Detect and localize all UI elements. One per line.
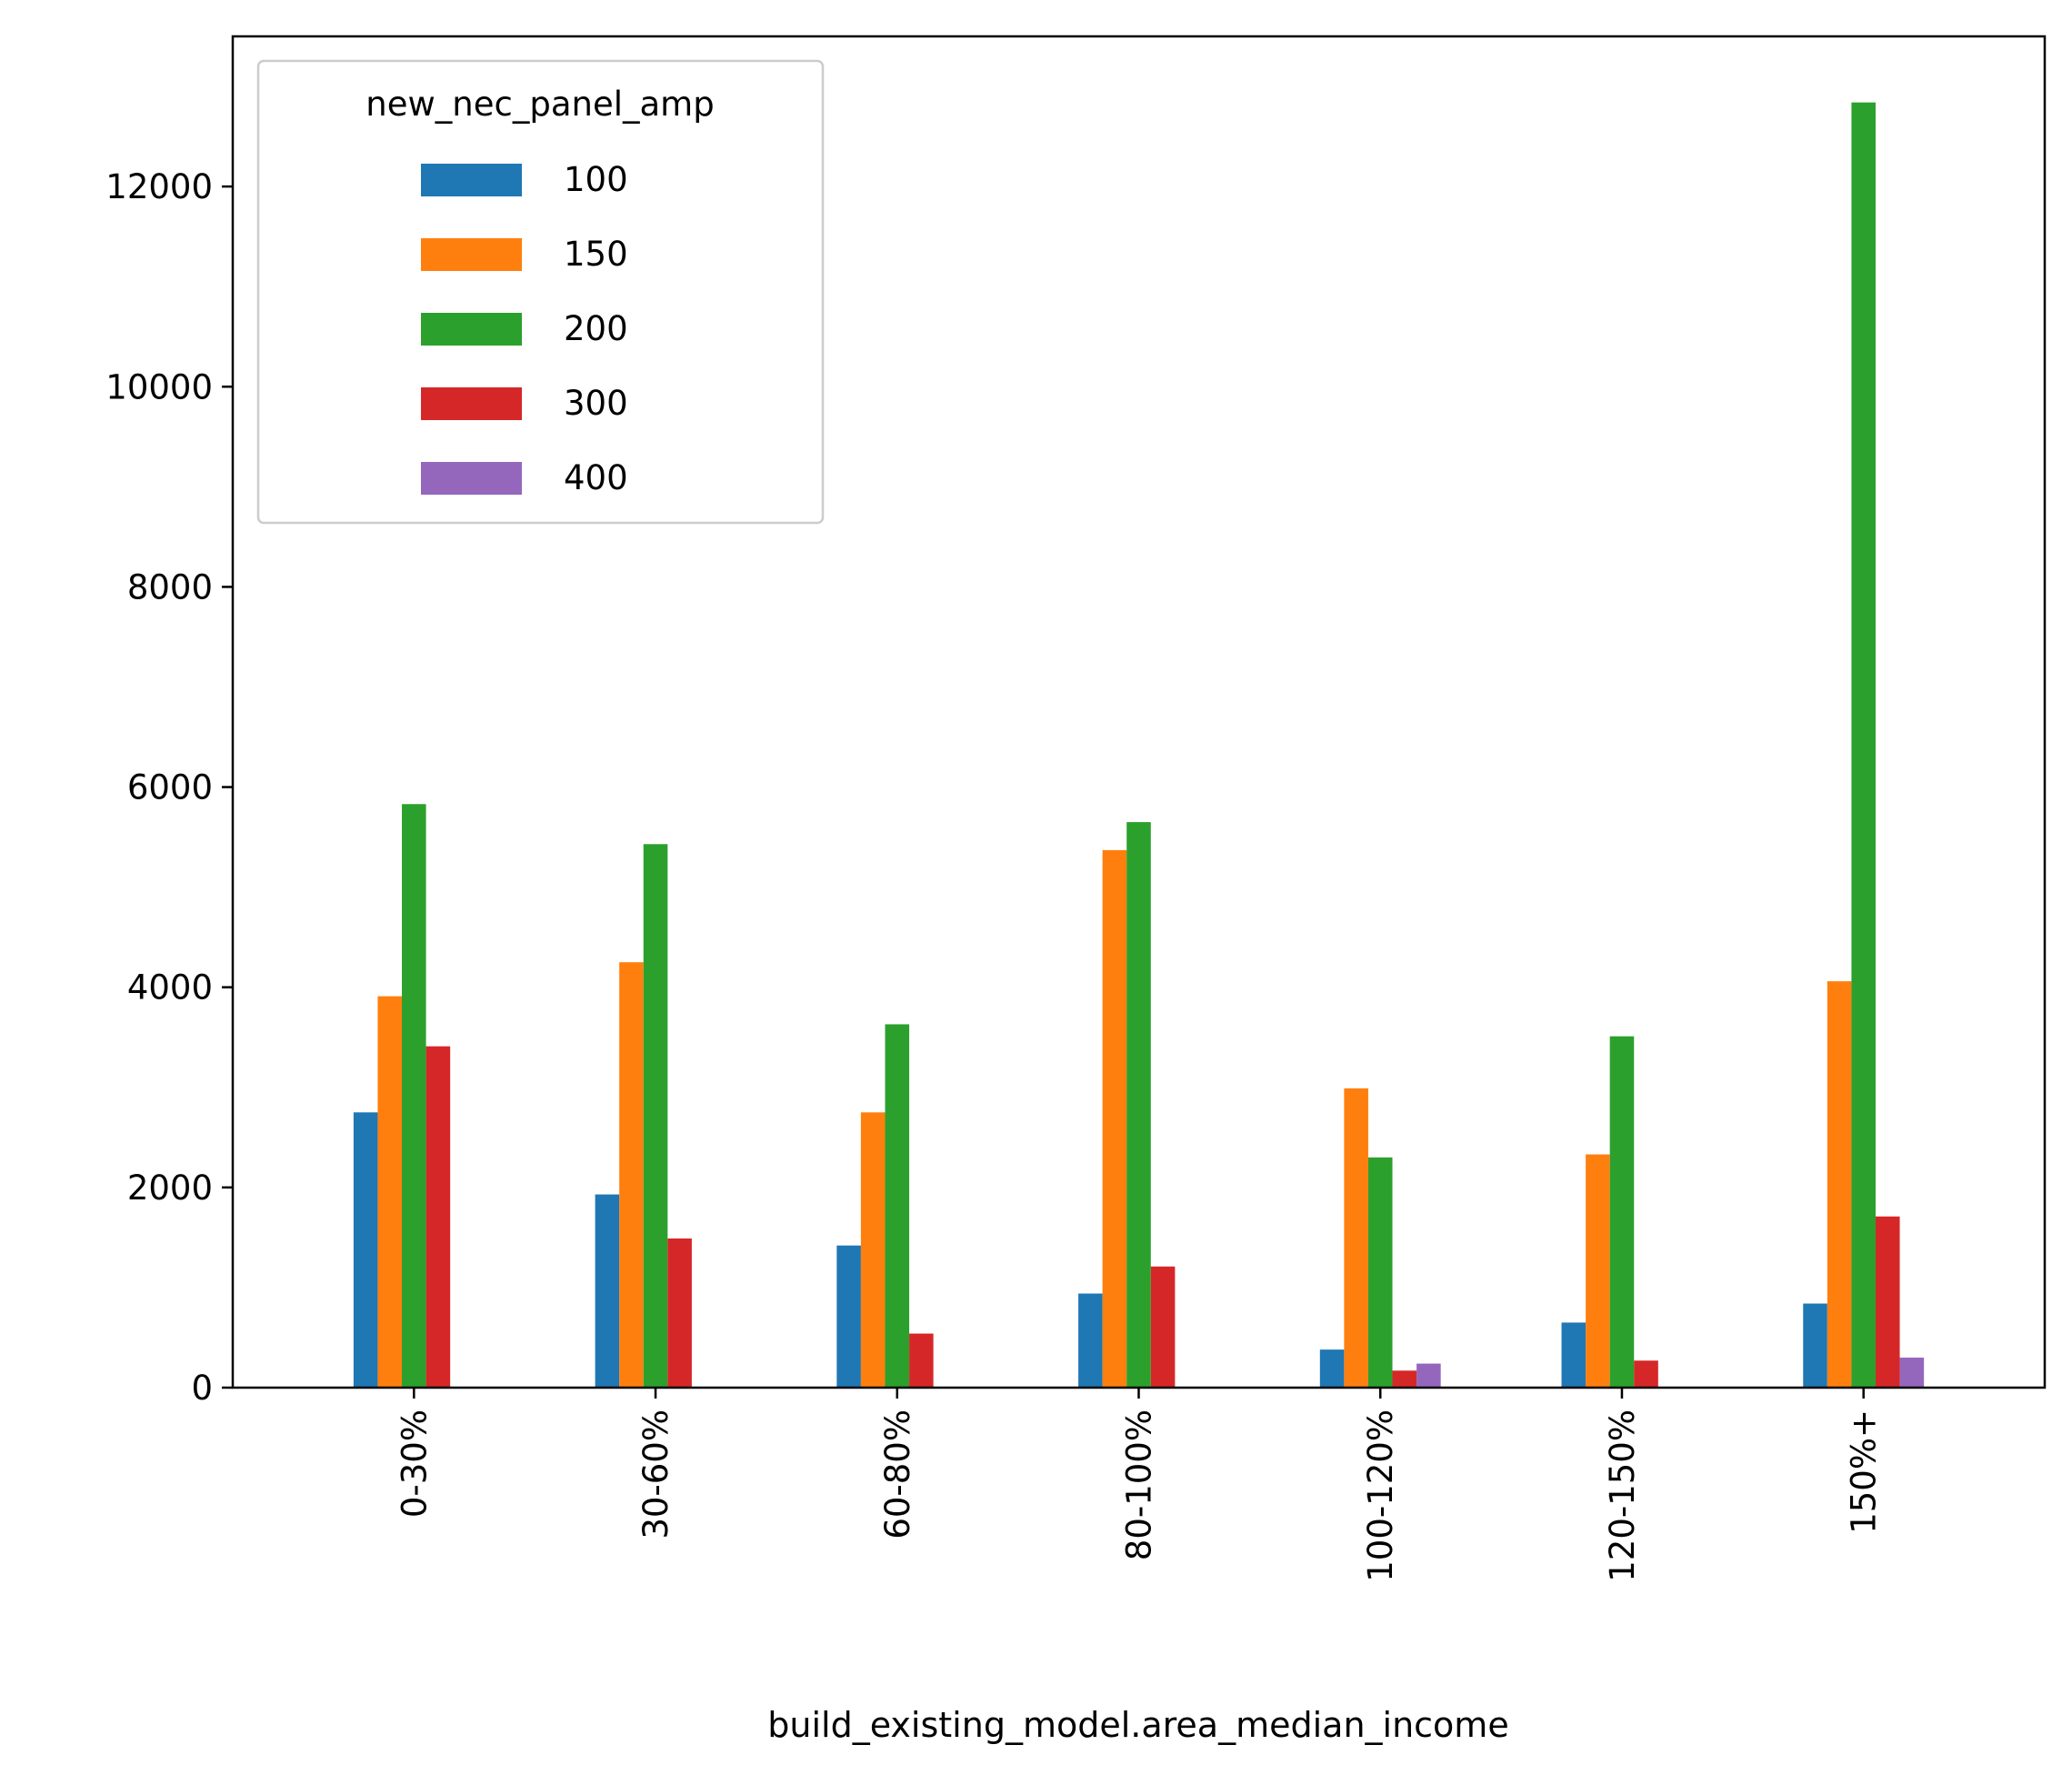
bar-150-60-80% — [860, 1112, 886, 1388]
x-tick-label: 30-60% — [636, 1409, 676, 1539]
y-tick-label: 10000 — [105, 367, 213, 406]
bar-150-100-120% — [1344, 1088, 1368, 1388]
bar-200-0-30% — [402, 804, 426, 1388]
bar-100-100-120% — [1319, 1349, 1345, 1388]
bar-100-80-100% — [1078, 1293, 1103, 1388]
x-tick-label: 100-120% — [1361, 1409, 1400, 1582]
y-tick-label: 0 — [191, 1369, 213, 1408]
legend-label-300: 300 — [564, 384, 628, 423]
y-tick-label: 6000 — [127, 768, 213, 807]
bar-200-100-120% — [1367, 1157, 1393, 1388]
legend-title: new_nec_panel_amp — [365, 85, 714, 124]
bar-300-80-100% — [1150, 1266, 1176, 1388]
bar-300-60-80% — [909, 1333, 934, 1388]
bar-400-150%+ — [1899, 1357, 1925, 1388]
bar-300-150%+ — [1875, 1216, 1900, 1388]
bar-100-0-30% — [353, 1112, 378, 1388]
x-tick-label: 0-30% — [395, 1409, 434, 1518]
bar-300-0-30% — [425, 1046, 451, 1388]
legend-swatch-400 — [421, 462, 522, 495]
legend-swatch-300 — [421, 387, 522, 420]
bar-400-100-120% — [1416, 1363, 1441, 1388]
bar-150-80-100% — [1102, 849, 1127, 1388]
bar-100-30-60% — [595, 1194, 620, 1388]
bar-200-150%+ — [1851, 102, 1876, 1388]
legend-label-100: 100 — [564, 160, 628, 199]
x-axis-label: build_existing_model.area_median_income — [767, 1705, 1508, 1745]
legend-swatch-150 — [421, 238, 522, 271]
legend-label-150: 150 — [564, 235, 628, 274]
x-tick-label: 150%+ — [1845, 1409, 1884, 1534]
bar-150-0-30% — [377, 996, 403, 1388]
legend-swatch-100 — [421, 164, 522, 196]
bar-300-120-150% — [1634, 1360, 1658, 1388]
y-tick-label: 12000 — [105, 167, 213, 206]
legend: new_nec_panel_amp 100 150 200 300 400 — [256, 59, 825, 525]
bar-150-120-150% — [1586, 1154, 1610, 1388]
x-tick-label: 60-80% — [878, 1409, 917, 1539]
legend-label-400: 400 — [564, 458, 628, 497]
x-tick-label: 80-100% — [1120, 1409, 1159, 1560]
bar-150-150%+ — [1827, 981, 1852, 1388]
bar-200-80-100% — [1126, 822, 1151, 1388]
bar-200-120-150% — [1609, 1036, 1635, 1388]
y-tick-label: 2000 — [127, 1168, 213, 1208]
y-tick-label: 4000 — [127, 968, 213, 1008]
legend-label-200: 200 — [564, 309, 628, 348]
legend-swatch-200 — [421, 313, 522, 346]
bar-100-150%+ — [1803, 1303, 1827, 1388]
bar-150-30-60% — [619, 962, 644, 1388]
bar-200-30-60% — [643, 844, 668, 1388]
x-tick-label: 120-150% — [1603, 1409, 1642, 1582]
bar-300-100-120% — [1392, 1370, 1417, 1388]
y-tick-label: 8000 — [127, 567, 213, 607]
bar-200-60-80% — [885, 1024, 910, 1388]
bar-300-30-60% — [667, 1238, 692, 1388]
bar-100-60-80% — [836, 1245, 861, 1388]
legend-box — [256, 59, 825, 525]
bar-100-120-150% — [1561, 1322, 1587, 1388]
